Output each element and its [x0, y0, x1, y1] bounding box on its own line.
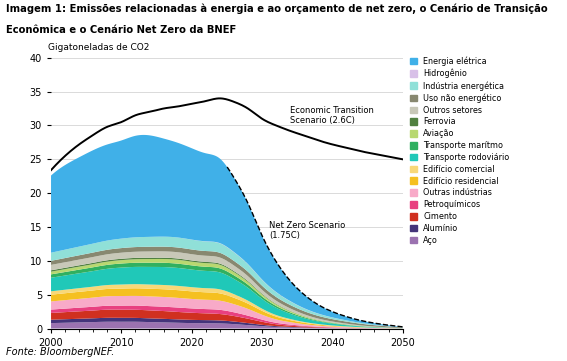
Text: Econômica e o Cenário Net Zero da BNEF: Econômica e o Cenário Net Zero da BNEF	[6, 25, 236, 35]
Text: Net Zero Scenario
(1.75C): Net Zero Scenario (1.75C)	[269, 221, 345, 240]
Legend: Energia elétrica, Hidrogênio, Indústria energética, Uso não energético, Outros s: Energia elétrica, Hidrogênio, Indústria …	[410, 56, 509, 245]
Text: Imagem 1: Emissões relacionadas à energia e ao orçamento de net zero, o Cenário : Imagem 1: Emissões relacionadas à energi…	[6, 4, 547, 14]
Text: Economic Transition
Scenario (2.6C): Economic Transition Scenario (2.6C)	[290, 106, 374, 125]
Text: Fonte: BloombergNEF.: Fonte: BloombergNEF.	[6, 347, 114, 357]
Text: Gigatoneladas de CO2: Gigatoneladas de CO2	[48, 43, 149, 52]
